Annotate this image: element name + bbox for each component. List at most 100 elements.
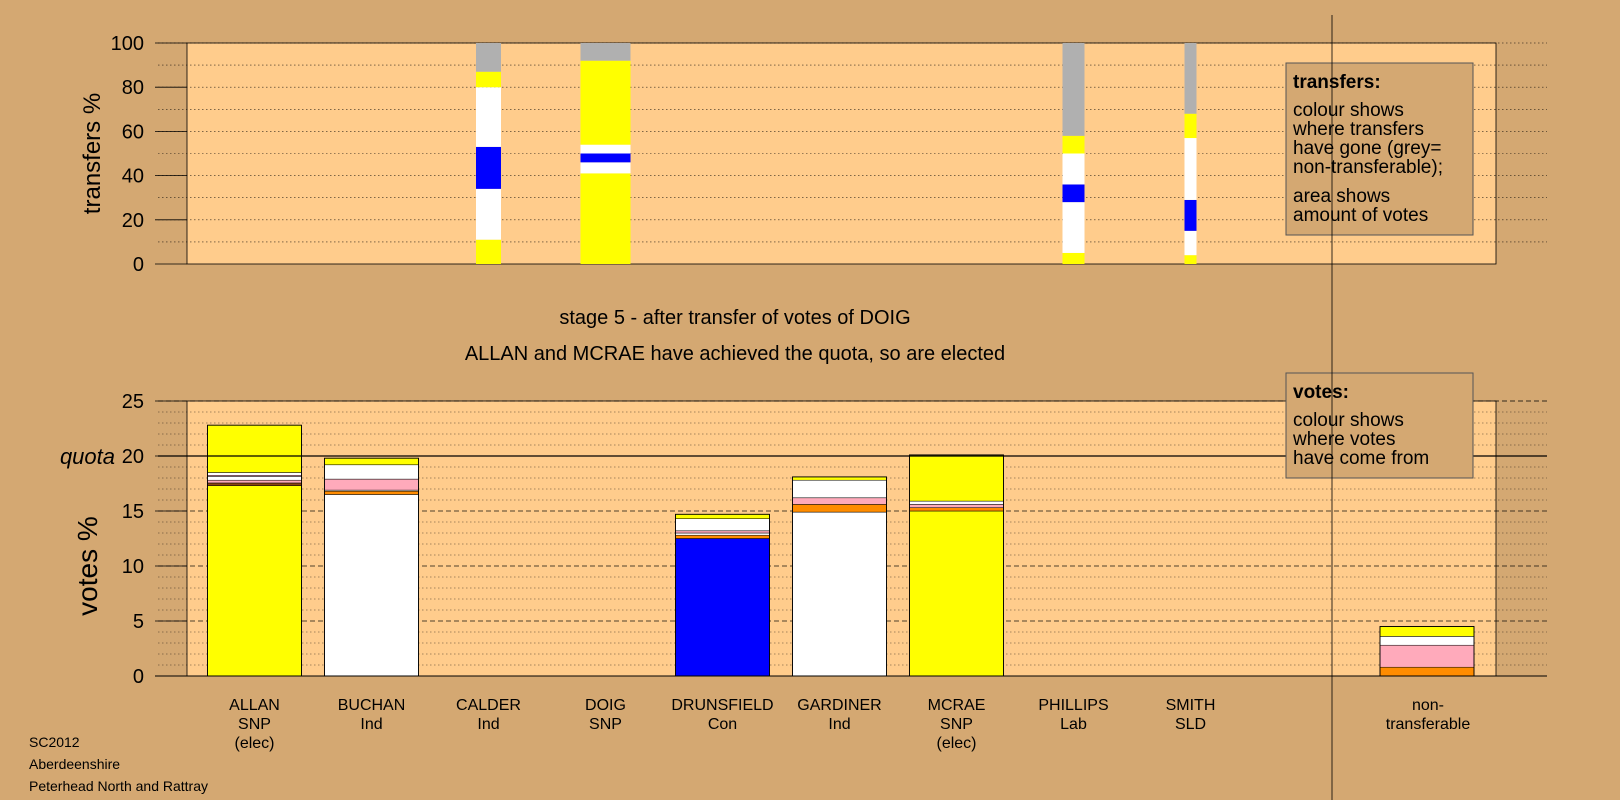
candidate-name-label: PHILLIPS: [1038, 697, 1108, 714]
transfers-tick-label: 80: [122, 77, 144, 99]
transfer-segment-doig: [580, 144, 631, 154]
candidate-party-label: Con: [708, 716, 737, 733]
transfers-tick-label: 60: [122, 121, 144, 143]
transfer-segment-smith: [1184, 230, 1197, 256]
transfer-segment-smith: [1184, 255, 1197, 264]
votes-tick-label: 5: [133, 611, 144, 633]
transfer-segment-doig: [580, 43, 631, 61]
transfer-segment-doig: [580, 60, 631, 145]
votes-tick-label: 0: [133, 666, 144, 688]
candidate-party-label: SNP: [589, 716, 622, 733]
transfer-segment-calder: [476, 146, 501, 189]
transfers-legend-box: [1285, 62, 1474, 236]
candidate-party-label: Ind: [828, 716, 850, 733]
bar-drunsfield-segment: [675, 518, 770, 532]
transfers-plot-area: [186, 42, 1497, 265]
transfers-legend-line: colour shows: [1293, 100, 1404, 121]
bar-mcrae-segment: [909, 500, 1004, 505]
votes-legend-line: colour shows: [1293, 410, 1404, 431]
transfers-tick-label: 100: [111, 33, 144, 55]
transfers-tick-label: 0: [133, 254, 144, 276]
transfers-tick-label: 40: [122, 166, 144, 188]
bar-gardiner-segment: [792, 476, 887, 481]
transfer-segment-doig: [580, 153, 631, 163]
nontransferable-label: non-: [1412, 697, 1444, 714]
bar-buchan-segment: [324, 478, 419, 491]
bar-allan-segment: [207, 485, 302, 677]
transfer-segment-smith: [1184, 199, 1197, 231]
bar-buchan-segment: [324, 490, 419, 495]
bar-nontransferable-segment: [1379, 644, 1475, 668]
candidate-name-label: BUCHAN: [338, 697, 406, 714]
bar-mcrae-segment: [909, 510, 1004, 677]
votes-legend-line: where votes: [1292, 429, 1395, 450]
bar-mcrae-segment: [909, 507, 1004, 512]
bar-allan-segment: [207, 476, 302, 481]
candidate-party-label: Lab: [1060, 716, 1087, 733]
transfer-segment-phillips: [1062, 202, 1085, 253]
transfers-legend-line: where transfers: [1292, 119, 1424, 140]
votes-legend-title: votes:: [1293, 382, 1349, 403]
transfers-legend-line: have gone (grey=: [1293, 138, 1441, 159]
transfers-legend-title: transfers:: [1293, 72, 1381, 93]
candidate-party-label: SNP: [940, 716, 973, 733]
candidate-party-label: Ind: [477, 716, 499, 733]
bar-drunsfield-segment: [675, 534, 770, 539]
bar-buchan-segment: [324, 464, 419, 480]
transfer-segment-calder: [476, 71, 501, 88]
transfer-segment-calder: [476, 87, 501, 147]
votes-tick-label: 25: [122, 391, 144, 413]
transfer-segment-calder: [476, 188, 501, 240]
votes-tick-label: 10: [122, 556, 144, 578]
bar-mcrae-segment: [909, 504, 1004, 508]
stage-subtitle: ALLAN and MCRAE have achieved the quota,…: [465, 343, 1005, 365]
candidate-elected-label: (elec): [936, 735, 976, 752]
transfer-segment-phillips: [1062, 252, 1085, 264]
transfers-tick-label: 20: [122, 210, 144, 232]
bar-nontransferable-segment: [1379, 636, 1475, 646]
bar-gardiner-segment: [792, 504, 887, 513]
bar-allan-segment: [207, 479, 302, 484]
transfer-segment-smith: [1184, 138, 1197, 200]
bar-gardiner-segment: [792, 511, 887, 677]
candidate-name-label: MCRAE: [928, 697, 986, 714]
candidate-name-label: DOIG: [585, 697, 626, 714]
footer-ward: Peterhead North and Rattray: [29, 778, 208, 794]
transfer-segment-calder: [476, 239, 501, 264]
transfer-segment-calder: [476, 43, 501, 72]
bar-gardiner-segment: [792, 497, 887, 505]
candidate-name-label: CALDER: [456, 697, 521, 714]
quota-label: quota: [60, 444, 115, 469]
bar-drunsfield-segment: [675, 530, 770, 534]
candidate-name-label: SMITH: [1166, 697, 1216, 714]
bar-buchan-segment: [324, 494, 419, 677]
nontransferable-label: transferable: [1386, 716, 1471, 733]
candidate-name-label: DRUNSFIELD: [671, 697, 773, 714]
footer-council: Aberdeenshire: [29, 756, 121, 772]
transfer-segment-smith: [1184, 43, 1197, 114]
transfer-segment-phillips: [1062, 153, 1085, 185]
votes-tick-label: 15: [122, 501, 144, 523]
bar-nontransferable-segment: [1379, 666, 1475, 677]
bar-mcrae-segment: [909, 454, 1004, 502]
bar-drunsfield-segment: [675, 538, 770, 677]
bar-drunsfield-segment: [675, 532, 770, 536]
bar-allan-segment: [207, 482, 302, 486]
bar-allan-segment: [207, 472, 302, 476]
transfer-segment-phillips: [1062, 135, 1085, 154]
transfers-legend-line: amount of votes: [1293, 205, 1428, 226]
candidate-elected-label: (elec): [234, 735, 274, 752]
votes-legend-box: [1285, 372, 1474, 479]
bar-drunsfield-segment: [675, 514, 770, 519]
votes-legend-line: have come from: [1293, 448, 1429, 469]
transfer-segment-phillips: [1062, 184, 1085, 203]
bar-nontransferable-segment: [1379, 626, 1475, 637]
transfers-y-axis-label: transfers %: [79, 93, 106, 214]
bar-gardiner-segment: [792, 479, 887, 499]
transfers-legend-line: area shows: [1293, 186, 1390, 207]
candidate-name-label: GARDINER: [797, 697, 881, 714]
candidate-name-label: ALLAN: [229, 697, 280, 714]
candidate-party-label: SNP: [238, 716, 271, 733]
